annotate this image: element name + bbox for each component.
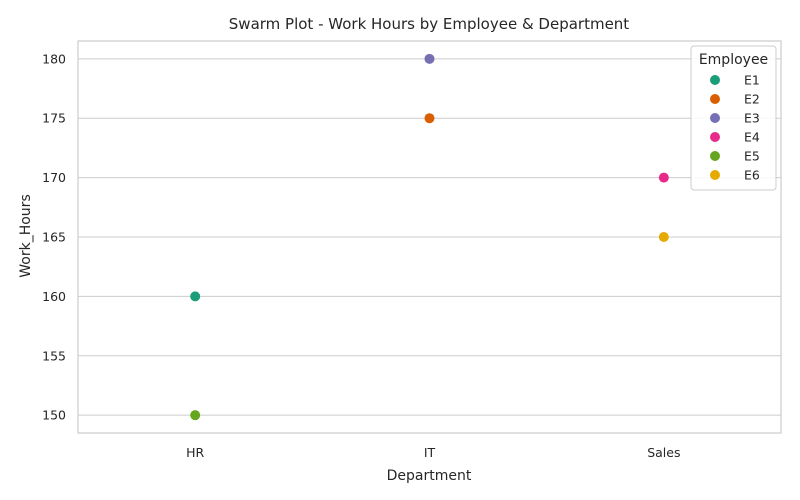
y-tick-label: 160: [42, 289, 66, 304]
legend-label-e1: E1: [744, 73, 760, 88]
data-point-e3: [424, 53, 435, 64]
x-tick-label: Sales: [647, 445, 680, 460]
data-point-e1: [190, 291, 201, 302]
legend-marker-e4: [710, 132, 720, 142]
legend-marker-e1: [710, 75, 720, 85]
legend-label-e5: E5: [744, 149, 760, 164]
y-tick-label: 180: [42, 51, 66, 66]
x-tick-label: IT: [424, 445, 436, 460]
data-points: [190, 53, 669, 421]
legend-label-e2: E2: [744, 92, 760, 107]
x-tick-labels: HR IT Sales: [186, 445, 680, 460]
plot-frame: [77, 40, 782, 434]
y-tick-label: 170: [42, 170, 66, 185]
legend-title: Employee: [699, 52, 768, 68]
legend-items: E1 E2 E3 E4 E5 E6: [710, 73, 760, 183]
data-point-e6: [658, 232, 669, 242]
data-point-e2: [424, 113, 435, 124]
legend-label-e6: E6: [744, 168, 760, 183]
y-tick-label: 150: [42, 408, 66, 423]
data-point-e5: [190, 410, 201, 421]
legend-marker-e6: [710, 170, 720, 180]
y-axis-label: Work_Hours: [18, 194, 34, 277]
y-tick-label: 165: [42, 230, 66, 245]
grid-lines: [78, 58, 781, 416]
legend: Employee E1 E2 E3 E4 E5 E6: [690, 45, 777, 191]
chart-title: Swarm Plot - Work Hours by Employee & De…: [229, 15, 630, 33]
legend-label-e4: E4: [744, 130, 760, 145]
legend-label-e3: E3: [744, 111, 760, 126]
y-tick-label: 175: [42, 111, 66, 126]
legend-marker-e2: [710, 94, 720, 104]
x-tick-label: HR: [186, 445, 204, 460]
y-tick-label: 155: [42, 348, 66, 363]
legend-marker-e3: [710, 113, 720, 123]
legend-marker-e5: [710, 151, 720, 161]
x-axis-label: Department: [387, 468, 472, 484]
y-tick-labels: 150 155 160 165 170 175 180: [42, 51, 66, 422]
data-point-e4: [658, 172, 669, 183]
